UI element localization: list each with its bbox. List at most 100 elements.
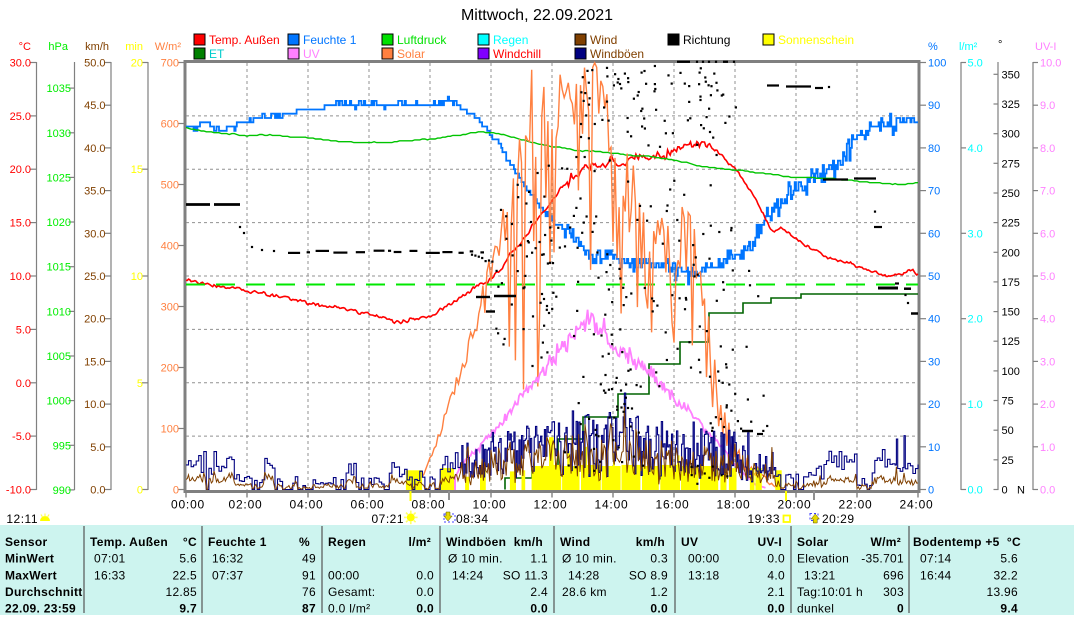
svg-text:10.0: 10.0 [1040, 58, 1061, 70]
svg-text:Richtung: Richtung [683, 33, 730, 47]
svg-text:0.0: 0.0 [968, 485, 983, 497]
svg-text:2.4: 2.4 [530, 585, 548, 599]
svg-text:90: 90 [928, 100, 940, 112]
svg-text:ET: ET [209, 47, 225, 61]
svg-text:9.4: 9.4 [1000, 602, 1018, 615]
svg-text:16:33: 16:33 [94, 568, 126, 582]
svg-text:l/m²: l/m² [959, 41, 978, 53]
svg-text:13:21: 13:21 [804, 568, 836, 582]
svg-text:Regen: Regen [328, 535, 366, 549]
svg-text:24:00: 24:00 [899, 498, 933, 512]
svg-text:0.0: 0.0 [416, 568, 434, 582]
svg-text:325: 325 [1002, 99, 1020, 111]
svg-text:25: 25 [1002, 455, 1014, 467]
svg-text:Windchill: Windchill [493, 47, 541, 61]
svg-text:3.0: 3.0 [968, 228, 983, 240]
svg-text:MaxWert: MaxWert [5, 568, 57, 582]
svg-text:1.2: 1.2 [650, 585, 668, 599]
svg-text:Temp. Außen: Temp. Außen [90, 535, 168, 549]
svg-text:00:00: 00:00 [328, 568, 360, 582]
svg-text:9.0: 9.0 [1040, 100, 1055, 112]
svg-text:10: 10 [928, 442, 940, 454]
svg-text:175: 175 [1002, 277, 1020, 289]
svg-text:16:00: 16:00 [655, 498, 689, 512]
svg-text:18:00: 18:00 [716, 498, 750, 512]
svg-text:600: 600 [161, 119, 179, 131]
svg-text:91: 91 [302, 568, 316, 582]
svg-text:300: 300 [161, 302, 179, 314]
svg-text:UV-I: UV-I [757, 535, 782, 549]
svg-text:5.0: 5.0 [90, 442, 105, 454]
svg-text:49: 49 [302, 552, 316, 566]
svg-text:10:00: 10:00 [472, 498, 506, 512]
svg-text:UV-I: UV-I [1035, 41, 1056, 53]
svg-text:0.3: 0.3 [650, 552, 668, 566]
svg-text:MinWert: MinWert [5, 552, 54, 566]
svg-text:250: 250 [1002, 188, 1020, 200]
svg-text:06:00: 06:00 [350, 498, 384, 512]
svg-text:22:00: 22:00 [838, 498, 872, 512]
svg-text:Sonnenschein: Sonnenschein [778, 33, 854, 47]
svg-text:1.0: 1.0 [968, 399, 983, 411]
svg-text:Windböen: Windböen [446, 535, 506, 549]
svg-text:13.96: 13.96 [986, 585, 1018, 599]
svg-text:1020: 1020 [47, 217, 71, 229]
svg-text:350: 350 [1002, 69, 1020, 81]
svg-text:SO 8.9: SO 8.9 [629, 568, 668, 582]
svg-text:10: 10 [131, 271, 143, 283]
svg-text:Mittwoch, 22.09.2021: Mittwoch, 22.09.2021 [461, 7, 613, 24]
svg-text:32.2: 32.2 [993, 568, 1018, 582]
svg-text:°C: °C [19, 41, 31, 53]
svg-text:4.0: 4.0 [968, 143, 983, 155]
svg-text:14:24: 14:24 [452, 568, 484, 582]
svg-text:Wind: Wind [590, 33, 617, 47]
svg-text:15: 15 [131, 164, 143, 176]
svg-text:0.0: 0.0 [767, 602, 785, 615]
svg-text:5.0: 5.0 [16, 324, 31, 336]
svg-text:30.0: 30.0 [84, 228, 105, 240]
svg-text:40.0: 40.0 [84, 143, 105, 155]
svg-text:5.0: 5.0 [968, 58, 983, 70]
svg-text:10.0: 10.0 [84, 399, 105, 411]
svg-text:1035: 1035 [47, 83, 71, 95]
svg-text:100: 100 [1002, 366, 1020, 378]
svg-text:%: % [928, 41, 938, 53]
svg-text:990: 990 [53, 485, 71, 497]
svg-text:%: % [299, 535, 310, 549]
svg-text:Sensor: Sensor [5, 535, 48, 549]
svg-text:W/m²: W/m² [155, 41, 182, 53]
svg-text:Windböen: Windböen [590, 47, 644, 61]
svg-text:19:33: 19:33 [747, 512, 780, 526]
svg-text:22.5: 22.5 [172, 568, 197, 582]
svg-text:700: 700 [161, 58, 179, 70]
svg-text:20: 20 [131, 58, 143, 70]
svg-text:30: 30 [928, 356, 940, 368]
svg-text:Feuchte 1: Feuchte 1 [208, 535, 267, 549]
svg-text:km/h: km/h [85, 41, 109, 53]
svg-text:04:00: 04:00 [289, 498, 323, 512]
svg-text:2.0: 2.0 [1040, 399, 1055, 411]
svg-text:km/h: km/h [636, 535, 665, 549]
svg-text:-5.0: -5.0 [12, 431, 31, 443]
svg-text:20: 20 [928, 399, 940, 411]
svg-text:3.0: 3.0 [1040, 356, 1055, 368]
svg-text:W/m²: W/m² [870, 535, 901, 549]
svg-text:696: 696 [883, 568, 904, 582]
svg-text:0: 0 [1002, 485, 1008, 497]
svg-text:Solar: Solar [797, 535, 829, 549]
svg-text:13:18: 13:18 [688, 568, 720, 582]
svg-text:15.0: 15.0 [10, 218, 31, 230]
svg-text:UV: UV [681, 535, 698, 549]
svg-text:995: 995 [53, 440, 71, 452]
svg-text:12:00: 12:00 [533, 498, 567, 512]
svg-text:275: 275 [1002, 158, 1020, 170]
svg-text:15.0: 15.0 [84, 356, 105, 368]
svg-text:1.1: 1.1 [530, 552, 548, 566]
svg-text:20:29: 20:29 [822, 512, 855, 526]
svg-text:12.85: 12.85 [165, 585, 197, 599]
svg-text:16:32: 16:32 [212, 552, 244, 566]
svg-text:125: 125 [1002, 336, 1020, 348]
svg-text:Bodentemp +5: Bodentemp +5 [913, 535, 1000, 549]
svg-text:0: 0 [928, 485, 934, 497]
svg-text:°C: °C [1007, 535, 1021, 549]
